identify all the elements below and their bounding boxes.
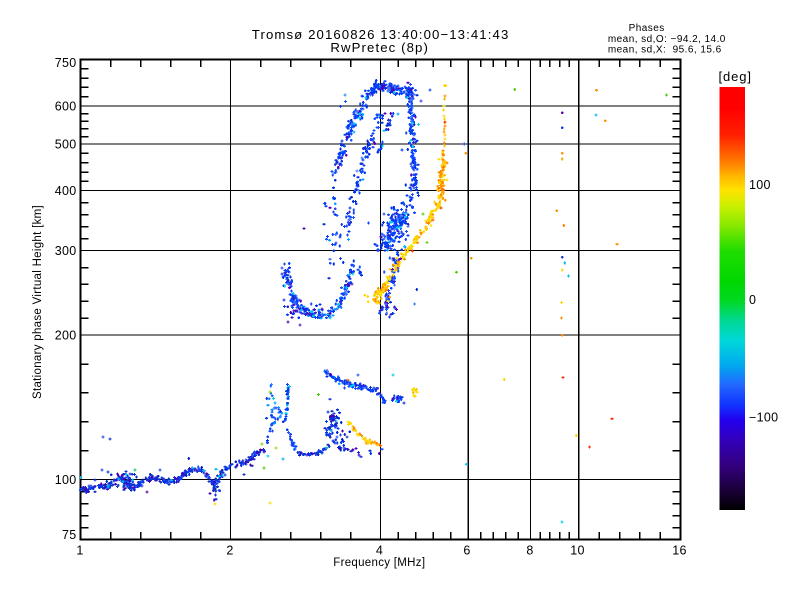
- svg-text:200: 200: [55, 328, 77, 342]
- svg-text:6: 6: [463, 544, 470, 558]
- svg-text:10: 10: [570, 544, 585, 558]
- svg-text:Tromsø 20160826 13:40:00−13:41: Tromsø 20160826 13:40:00−13:41:43: [252, 27, 510, 42]
- svg-text:100: 100: [749, 178, 771, 192]
- svg-text:300: 300: [55, 244, 77, 258]
- svg-text:4: 4: [376, 544, 383, 558]
- svg-text:1: 1: [76, 544, 83, 558]
- svg-text:100: 100: [55, 473, 77, 487]
- svg-text:Frequency [MHz]: Frequency [MHz]: [333, 557, 425, 569]
- svg-text:16: 16: [672, 544, 687, 558]
- svg-text:600: 600: [55, 99, 77, 113]
- svg-text:[deg]: [deg]: [719, 69, 752, 84]
- svg-text:2: 2: [226, 544, 233, 558]
- svg-text:mean, sd,O: −94.2, 14.0: mean, sd,O: −94.2, 14.0: [608, 34, 726, 45]
- svg-text:750: 750: [55, 56, 77, 70]
- svg-text:Phases: Phases: [629, 23, 665, 34]
- svg-text:−100: −100: [749, 411, 778, 425]
- svg-text:500: 500: [55, 137, 77, 151]
- svg-text:RwPretec (8p): RwPretec (8p): [330, 40, 429, 55]
- svg-text:75: 75: [62, 528, 77, 542]
- svg-text:8: 8: [526, 544, 533, 558]
- svg-text:0: 0: [749, 293, 756, 307]
- svg-text:400: 400: [55, 184, 77, 198]
- svg-text:Stationary phase Virtual Heigh: Stationary phase Virtual Height [km]: [32, 205, 44, 399]
- svg-text:mean, sd,X: 95.6, 15.6: mean, sd,X: 95.6, 15.6: [608, 45, 722, 56]
